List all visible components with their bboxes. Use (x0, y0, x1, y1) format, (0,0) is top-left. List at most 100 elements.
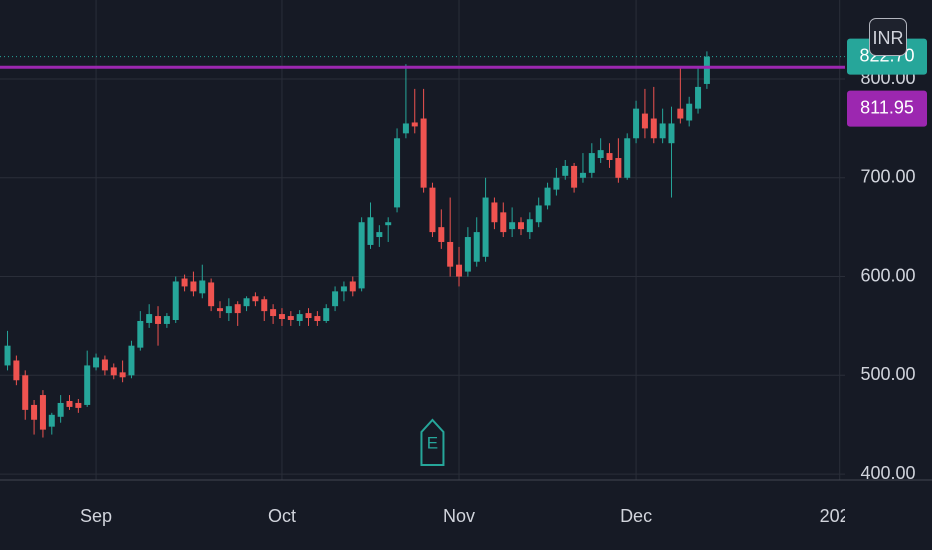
candle-body (146, 314, 153, 323)
candle-body (535, 205, 542, 223)
candle-body (163, 316, 170, 324)
currency-button[interactable]: INR (869, 18, 907, 56)
candle-body (641, 113, 648, 129)
candle-body (110, 367, 117, 376)
candle-body (57, 402, 64, 417)
candle-body (624, 138, 631, 178)
earnings-marker (420, 418, 445, 466)
candle-body (208, 282, 215, 307)
candle-body (385, 222, 392, 226)
candle-body (216, 308, 223, 312)
x-tick-label: Dec (620, 506, 652, 526)
candle-body (349, 281, 356, 292)
candle-body (119, 372, 126, 378)
earnings-label: E (427, 433, 438, 452)
candle-body (190, 281, 197, 292)
candle-body (101, 359, 108, 371)
candle-body (225, 306, 232, 314)
candle-body (517, 222, 524, 230)
candle-body (323, 308, 330, 321)
candle-body (234, 304, 241, 314)
candle-body (394, 138, 401, 208)
candle-body (703, 56, 710, 84)
candle-body (606, 153, 613, 160)
last-price-box (847, 38, 927, 75)
candle-body (420, 118, 427, 188)
candle-body (155, 316, 162, 324)
candle-body (615, 158, 622, 178)
candle-body (509, 222, 516, 230)
candle-body (447, 241, 454, 267)
candle-body (358, 222, 365, 289)
candle-body (562, 165, 569, 176)
candle-body (4, 345, 11, 366)
x-tick-label: Oct (268, 506, 296, 526)
candle-body (650, 118, 657, 139)
candle-body (261, 299, 268, 312)
candle-body (633, 108, 640, 139)
candle-body (296, 314, 303, 321)
candle-body (75, 402, 82, 408)
y-tick-label: 700.00 (860, 167, 915, 187)
candles (4, 51, 710, 438)
candle-body (93, 357, 100, 368)
x-tick-label: Sep (80, 506, 112, 526)
overlay: 822.70811.95E (0, 38, 927, 466)
y-tick-label: 400.00 (860, 463, 915, 483)
candle-body (181, 278, 188, 287)
candle-body (553, 177, 560, 190)
candle-body (473, 232, 480, 262)
candle-body (84, 365, 91, 405)
candle-body (571, 165, 578, 188)
y-tick-label: 500.00 (860, 364, 915, 384)
candle-body (402, 123, 409, 134)
time-axis-mask (845, 480, 932, 550)
candle-body (22, 375, 29, 410)
candle-body (39, 395, 46, 430)
candle-body (314, 316, 321, 321)
price-line-box (847, 90, 927, 127)
y-tick-label: 600.00 (860, 265, 915, 285)
candle-body (376, 232, 383, 238)
candle-body (544, 187, 551, 206)
candle-body (429, 187, 436, 233)
candle-body (137, 320, 144, 348)
candle-body (411, 122, 418, 127)
candle-body (340, 286, 347, 292)
candle-body (659, 123, 666, 139)
candle-body (278, 314, 285, 320)
candle-body (686, 103, 693, 121)
candle-body (199, 280, 206, 294)
candle-body (31, 404, 38, 420)
candle-body (500, 212, 507, 233)
candle-body (597, 150, 604, 159)
candle-body (695, 86, 702, 109)
candle-body (677, 108, 684, 119)
candle-body (252, 296, 259, 302)
candle-body (13, 360, 20, 381)
candle-body (332, 291, 339, 307)
candle-body (367, 217, 374, 245)
candle-body (526, 219, 533, 233)
candle-body (270, 309, 277, 317)
candle-body (579, 172, 586, 178)
candle-body (243, 298, 250, 307)
candle-body (464, 237, 471, 272)
candle-body (456, 264, 463, 277)
candle-body (305, 313, 312, 319)
candle-body (128, 345, 135, 376)
candle-body (482, 197, 489, 257)
candle-body (491, 202, 498, 223)
candle-body (172, 281, 179, 320)
candle-body (48, 414, 55, 427)
price-line-label: 811.95 (860, 97, 914, 117)
candle-body (66, 400, 73, 407)
candle-body (287, 316, 294, 320)
candle-body (588, 153, 595, 173)
candle-body (668, 123, 675, 144)
x-tick-label: Nov (443, 506, 475, 526)
candle-body (438, 227, 445, 242)
